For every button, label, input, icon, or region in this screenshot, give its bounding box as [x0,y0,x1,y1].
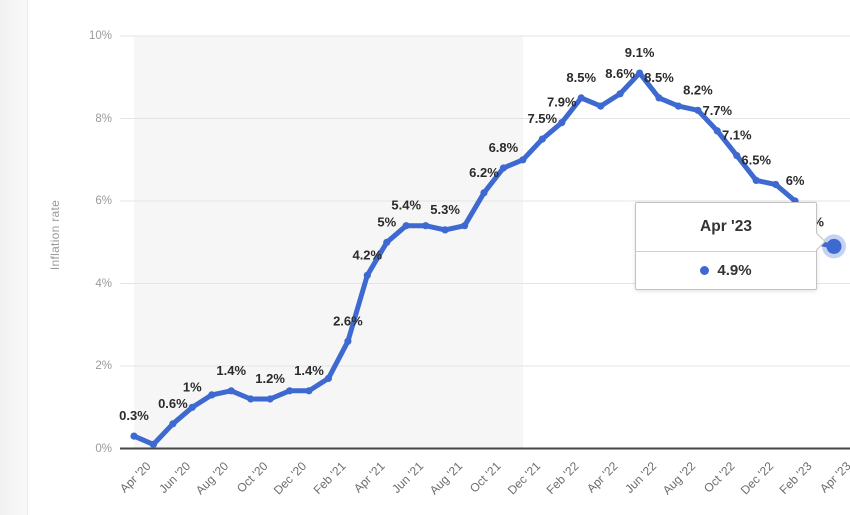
data-point-label: 7.1% [722,128,752,143]
series-marker-icon [700,266,710,275]
data-point-label: 6.5% [741,152,771,167]
y-axis-tick-label: 0% [95,442,112,455]
data-point-label: 0.3% [119,408,149,423]
data-point[interactable] [733,152,741,160]
tooltip-title: Apr '23 [700,218,752,235]
data-point-label: 1% [183,379,202,394]
data-point-label: 0.6% [158,396,188,411]
grid-band [211,36,251,449]
data-point[interactable] [752,176,760,184]
data-point[interactable] [422,222,430,230]
data-point-label: 1.4% [294,363,324,378]
data-point[interactable] [577,94,585,102]
grid-band [406,36,446,449]
data-point[interactable] [130,432,138,440]
grid-band [328,36,368,449]
data-point-label: 6.2% [469,165,499,180]
data-point[interactable] [188,403,196,411]
data-point-label: 5.3% [430,202,460,217]
data-point[interactable] [227,387,235,395]
data-point[interactable] [149,440,157,448]
grid-band [134,36,173,449]
data-point[interactable] [169,420,177,428]
data-point-label: 8.2% [683,82,713,97]
data-point[interactable] [772,180,780,189]
data-point[interactable] [208,391,216,399]
data-point[interactable] [558,119,566,127]
data-point[interactable] [286,387,294,395]
data-point-label: 8.5% [566,70,596,85]
y-axis-tick-label: 8% [95,112,112,125]
grid-band [172,36,212,449]
data-point[interactable] [694,106,702,114]
y-axis-title: Inflation rate [48,199,62,271]
data-point[interactable] [538,135,546,143]
y-axis-tick-label: 6% [95,195,112,207]
data-point[interactable] [499,164,507,172]
data-point[interactable] [402,222,410,230]
data-point[interactable] [655,94,663,102]
data-point[interactable] [247,395,255,403]
data-point[interactable] [266,395,274,403]
data-point-label: 5.4% [391,198,421,213]
data-point-label: 6% [786,173,805,188]
data-point-label: 7.5% [527,111,557,126]
data-point-label: 8.5% [644,70,674,85]
page-left-edge [0,0,28,515]
data-point[interactable] [597,102,605,110]
data-point-label: 1.4% [216,363,246,378]
data-point[interactable] [461,222,469,230]
highlighted-data-point[interactable] [826,238,842,254]
data-point-label: 2.6% [333,313,363,328]
data-point[interactable] [344,337,352,345]
data-point-label: 9.1% [625,45,655,60]
data-point[interactable] [305,387,313,395]
tooltip-value: 4.9% [717,262,752,279]
y-axis-tick-label: 4% [95,277,112,290]
data-point-label: 4.2% [352,247,382,262]
grid-band [250,36,290,449]
data-point-label: 7.9% [547,95,577,110]
data-point[interactable] [519,156,527,164]
grid-band [484,36,523,449]
data-point[interactable] [480,189,488,197]
y-axis-tick-label: 10% [88,30,112,42]
data-point[interactable] [713,127,721,135]
tooltip: Apr '23 4.9% [635,202,826,290]
grid-band [445,36,484,449]
data-point-label: 8.6% [605,66,635,81]
data-point[interactable] [616,90,624,98]
data-point[interactable] [324,374,332,382]
data-point-label: 5% [377,214,396,229]
tooltip-value-row: 4.9% [636,251,816,289]
data-point-label: 1.2% [255,371,285,386]
data-point-label: 6.8% [489,140,519,155]
y-axis-tick-label: 2% [95,360,112,372]
data-point[interactable] [674,102,683,110]
grid-band [289,36,329,449]
data-point[interactable] [441,226,449,234]
data-point-label: 7.7% [702,103,732,118]
data-point[interactable] [636,69,644,77]
data-point[interactable] [383,238,391,246]
data-point[interactable] [363,271,371,279]
